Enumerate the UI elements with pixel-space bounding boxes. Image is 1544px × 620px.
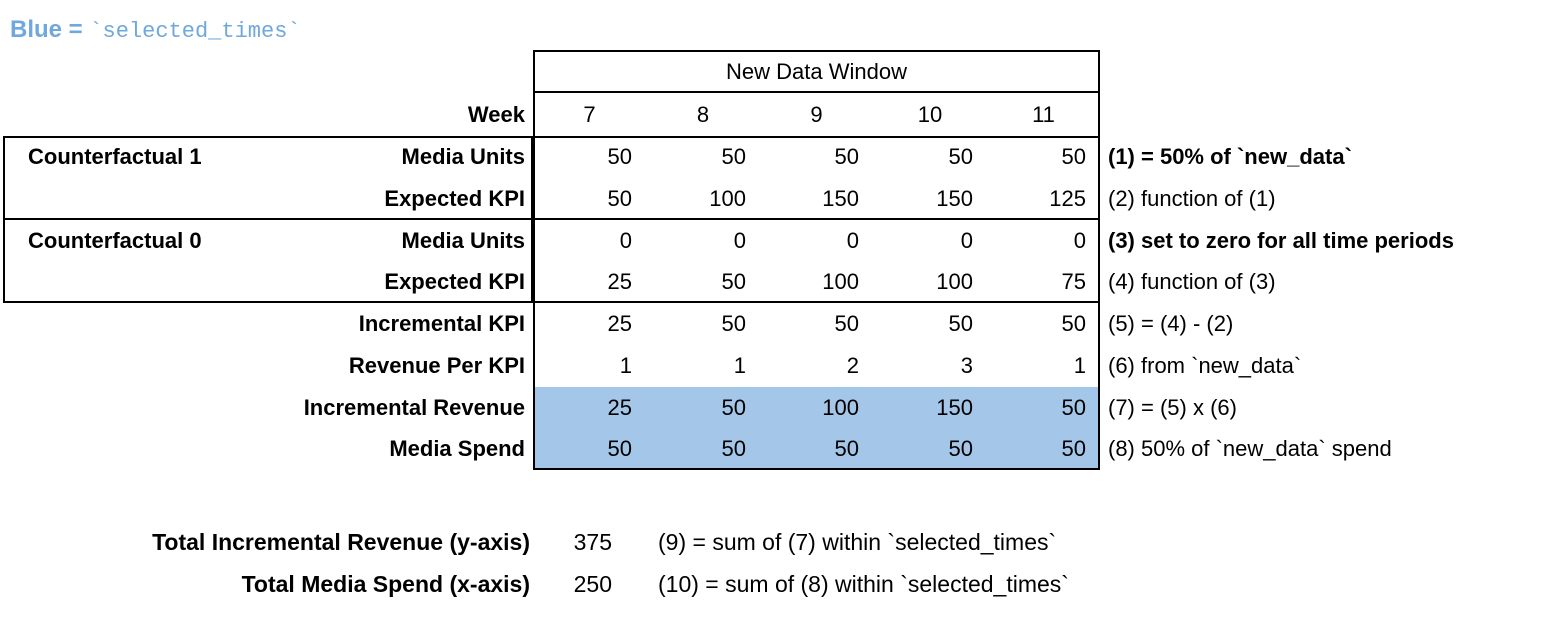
table-cell: 0 bbox=[733, 228, 746, 253]
table-cell: 0 bbox=[846, 228, 859, 253]
table-cell-highlighted: 50 bbox=[1061, 395, 1086, 420]
row-label-revenue-per-kpi: Revenue Per KPI bbox=[348, 353, 525, 378]
table-cell-highlighted: 50 bbox=[607, 436, 632, 461]
table-cell-highlighted: 50 bbox=[721, 395, 746, 420]
table-cell: 100 bbox=[822, 269, 859, 294]
table-cell: 125 bbox=[1049, 186, 1086, 211]
selected-times-highlight bbox=[535, 387, 1098, 468]
new-data-window-title: New Data Window bbox=[726, 59, 907, 84]
table-cell: 1 bbox=[733, 353, 746, 378]
row-label-expected-kpi-cf0: Expected KPI bbox=[384, 269, 525, 294]
total-incremental-revenue-value: 375 bbox=[573, 529, 612, 555]
table-cell: 100 bbox=[709, 186, 746, 211]
group-label-counterfactual-1: Counterfactual 1 bbox=[28, 144, 202, 169]
table-cell: 25 bbox=[607, 311, 632, 336]
table-cell: 50 bbox=[721, 311, 746, 336]
table-cell: 0 bbox=[619, 228, 632, 253]
week-label: Week bbox=[467, 102, 525, 127]
row-label-media-units-cf0: Media Units bbox=[401, 228, 525, 253]
table-cell-highlighted: 50 bbox=[1061, 436, 1086, 461]
note-7: (7) = (5) x (6) bbox=[1108, 395, 1237, 420]
note-8: (8) 50% of `new_data` spend bbox=[1108, 436, 1392, 461]
table-cell: 50 bbox=[834, 144, 859, 169]
table-cell: 150 bbox=[936, 186, 973, 211]
table-cell: 0 bbox=[960, 228, 973, 253]
table-cell: 0 bbox=[1073, 228, 1086, 253]
table-cell: 50 bbox=[948, 311, 973, 336]
table-cell: 1 bbox=[1073, 353, 1086, 378]
total-media-spend-note: (10) = sum of (8) within `selected_times… bbox=[658, 571, 1069, 597]
total-media-spend-value: 250 bbox=[573, 571, 612, 597]
table-cell-highlighted: 150 bbox=[936, 395, 973, 420]
table-cell: 50 bbox=[1061, 311, 1086, 336]
row-label-incremental-revenue: Incremental Revenue bbox=[303, 395, 525, 420]
legend-code: `selected_times` bbox=[89, 19, 301, 44]
table-cell-highlighted: 50 bbox=[948, 436, 973, 461]
week-header-8: 8 bbox=[696, 102, 710, 127]
table-cell: 50 bbox=[607, 186, 632, 211]
table-cell: 50 bbox=[1061, 144, 1086, 169]
note-5: (5) = (4) - (2) bbox=[1108, 311, 1234, 336]
legend-label: Blue = bbox=[10, 16, 90, 43]
table-cell: 50 bbox=[834, 311, 859, 336]
table-cell: 100 bbox=[936, 269, 973, 294]
table-cell-highlighted: 50 bbox=[834, 436, 859, 461]
table-cell: 75 bbox=[1061, 269, 1086, 294]
table-cell: 25 bbox=[607, 269, 632, 294]
week-header-11: 11 bbox=[1032, 102, 1055, 127]
week-header-7: 7 bbox=[583, 102, 596, 127]
week-header-9: 9 bbox=[810, 102, 823, 127]
divider-cf0-derived bbox=[533, 301, 1100, 303]
row-label-media-units-cf1: Media Units bbox=[401, 144, 525, 169]
total-incremental-revenue-note: (9) = sum of (7) within `selected_times` bbox=[658, 529, 1057, 555]
table-cell: 150 bbox=[822, 186, 859, 211]
table-cell-highlighted: 50 bbox=[721, 436, 746, 461]
total-incremental-revenue-label: Total Incremental Revenue (y-axis) bbox=[152, 529, 530, 555]
table-cell-highlighted: 100 bbox=[822, 395, 859, 420]
note-1: (1) = 50% of `new_data` bbox=[1108, 144, 1352, 169]
week-header-10: 10 bbox=[917, 102, 943, 127]
table-cell: 3 bbox=[960, 353, 973, 378]
row-label-incremental-kpi: Incremental KPI bbox=[358, 311, 525, 336]
new-data-window-box bbox=[533, 50, 1100, 93]
table-cell: 1 bbox=[619, 353, 632, 378]
table-cell-highlighted: 25 bbox=[607, 395, 632, 420]
note-2: (2) function of (1) bbox=[1108, 186, 1276, 211]
group-label-counterfactual-0: Counterfactual 0 bbox=[28, 228, 202, 253]
row-label-expected-kpi-cf1: Expected KPI bbox=[384, 186, 525, 211]
counterfactual-0-box bbox=[3, 218, 533, 303]
table-cell: 50 bbox=[948, 144, 973, 169]
table-cell: 50 bbox=[721, 144, 746, 169]
total-media-spend-label: Total Media Spend (x-axis) bbox=[241, 571, 530, 597]
divider-cf1-cf0 bbox=[533, 218, 1100, 220]
note-6: (6) from `new_data` bbox=[1108, 353, 1302, 378]
note-3: (3) set to zero for all time periods bbox=[1108, 228, 1454, 253]
data-grid-box bbox=[533, 136, 1100, 470]
legend: Blue = `selected_times` bbox=[10, 16, 301, 44]
note-4: (4) function of (3) bbox=[1108, 269, 1276, 294]
table-cell: 50 bbox=[721, 269, 746, 294]
table-cell: 2 bbox=[846, 353, 859, 378]
table-cell: 50 bbox=[607, 144, 632, 169]
week-row-box bbox=[533, 93, 1100, 136]
row-label-media-spend: Media Spend bbox=[389, 436, 525, 461]
